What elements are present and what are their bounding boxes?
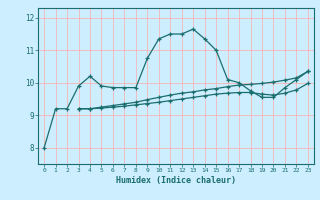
X-axis label: Humidex (Indice chaleur): Humidex (Indice chaleur): [116, 176, 236, 185]
